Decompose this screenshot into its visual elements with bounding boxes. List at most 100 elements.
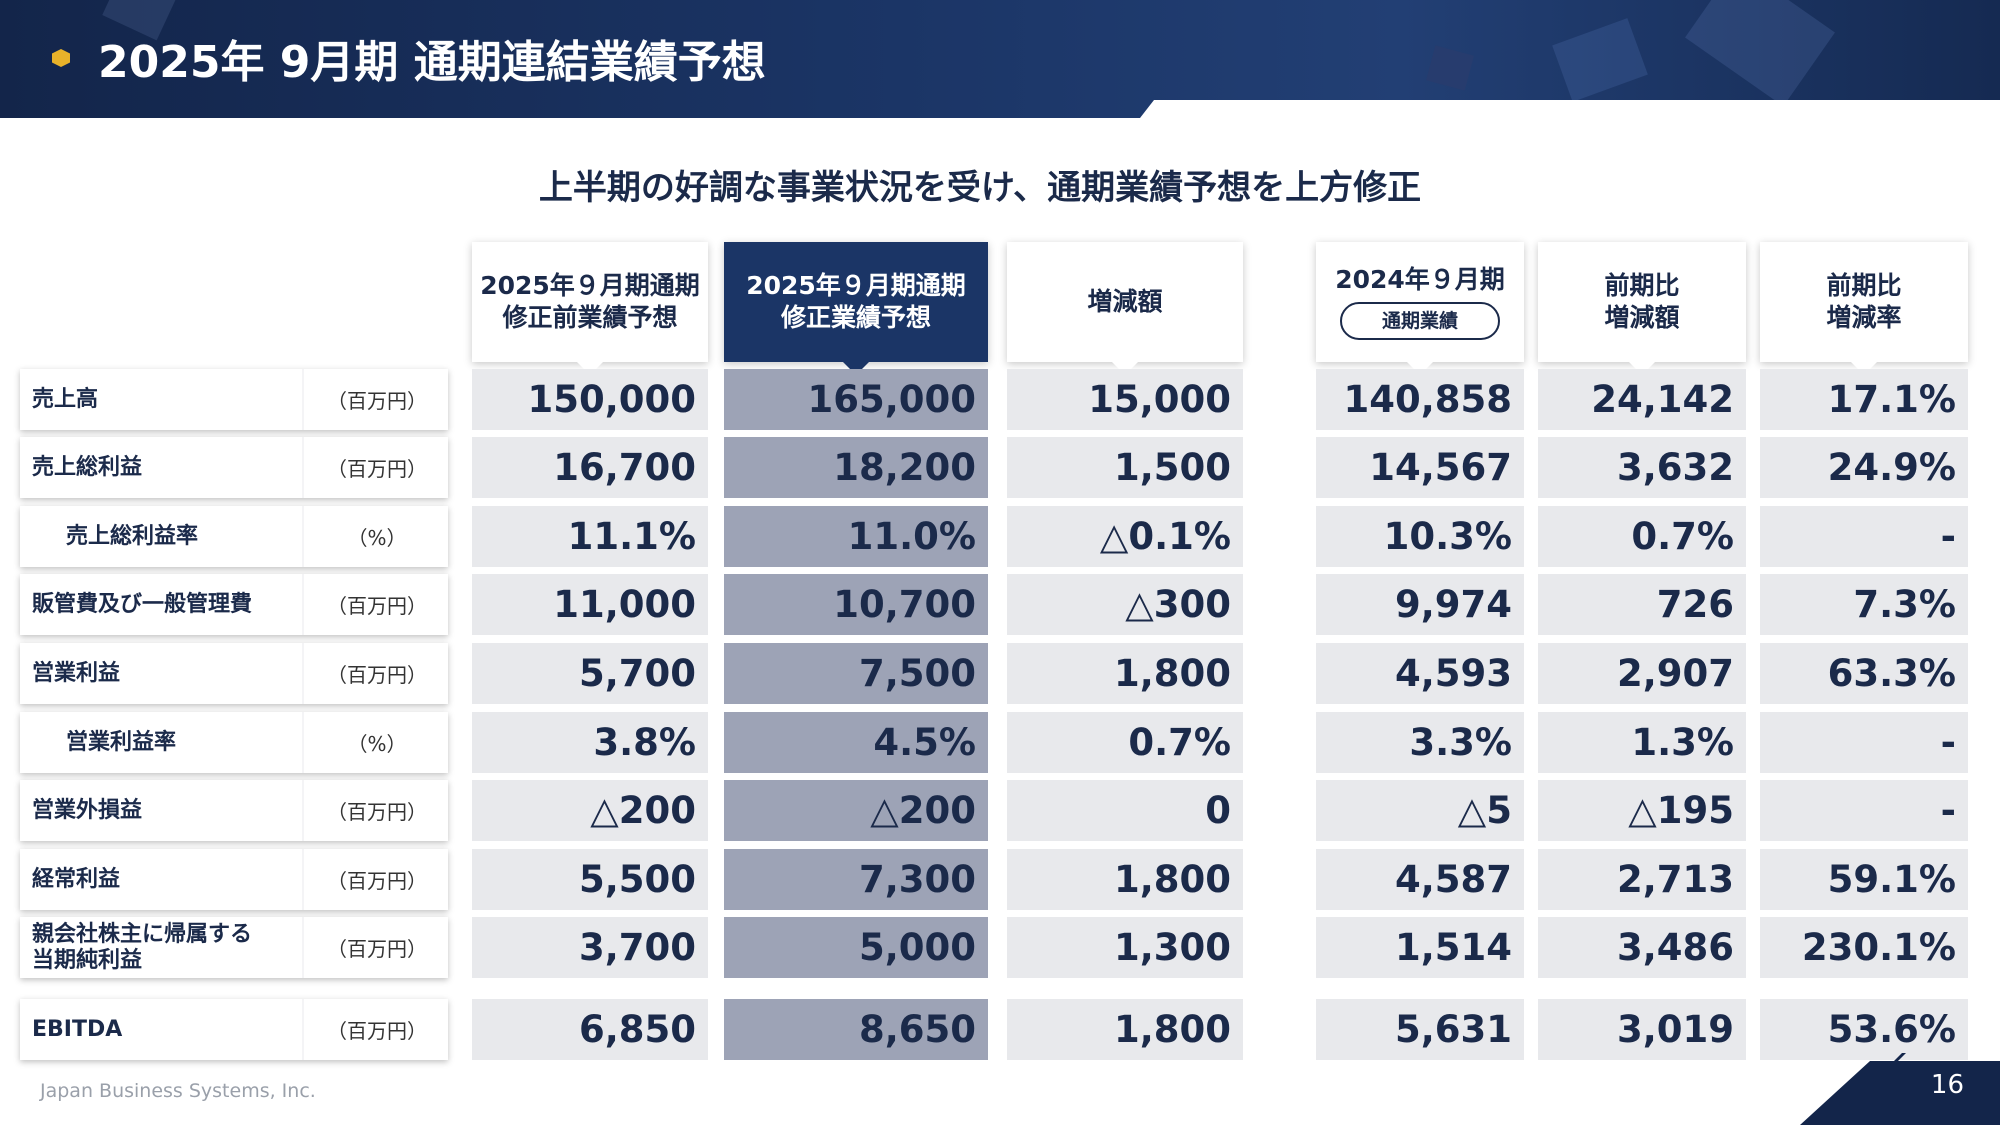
page-number: 16 [1930, 1070, 1964, 1100]
table-cell: 10.3% [1316, 506, 1524, 567]
column-header-line: 前期比 [1826, 271, 1902, 300]
table-cell: 24,142 [1538, 369, 1746, 430]
column-header: 前期比 増減率 [1760, 242, 1968, 375]
row-unit: （%） [302, 506, 450, 567]
table-cell: 24.9% [1760, 437, 1968, 498]
row-unit: （%） [302, 712, 450, 773]
table-cell: - [1760, 780, 1968, 841]
table-cell: 5,631 [1316, 999, 1524, 1060]
row-unit: （百万円） [302, 999, 450, 1060]
table-cell: 1,800 [1007, 643, 1243, 704]
table-cell: 14,567 [1316, 437, 1524, 498]
table-cell: 3,700 [472, 917, 708, 978]
decorative-cube [1426, 45, 1474, 91]
row-label-text: 営業利益 [32, 660, 121, 686]
table-cell: 0.7% [1538, 506, 1746, 567]
table-cell: 9,974 [1316, 574, 1524, 635]
table-cell: 1,514 [1316, 917, 1524, 978]
row-label: 経常利益 （百万円） [20, 849, 448, 910]
table-cell: 7.3% [1760, 574, 1968, 635]
table-cell: 165,000 [724, 369, 988, 430]
table-cell: 11,000 [472, 574, 708, 635]
table-cell: 15,000 [1007, 369, 1243, 430]
row-label: EBITDA （百万円） [20, 999, 448, 1060]
column-header-line: 修正業績予想 [780, 303, 931, 332]
table-cell: 3.3% [1316, 712, 1524, 773]
column-header-line: 前期比 [1604, 271, 1680, 300]
table-cell: 5,500 [472, 849, 708, 910]
table-cell: 150,000 [472, 369, 708, 430]
row-unit: （百万円） [302, 574, 450, 635]
table-cell: 2,713 [1538, 849, 1746, 910]
table-cell: 16,700 [472, 437, 708, 498]
table-cell: 53.6% [1760, 999, 1968, 1060]
table-cell: 10,700 [724, 574, 988, 635]
table-cell: 230.1% [1760, 917, 1968, 978]
table-cell: 0 [1007, 780, 1243, 841]
table-cell: 59.1% [1760, 849, 1968, 910]
page-title: 2025年 9月期 通期連結業績予想 [98, 37, 766, 88]
table-cell: △5 [1316, 780, 1524, 841]
column-header-line: 2024年９月期 [1335, 265, 1505, 294]
row-label-text: 親会社株主に帰属する 当期純利益 [32, 921, 253, 973]
table-cell: △0.1% [1007, 506, 1243, 567]
header-cut-edge [1140, 100, 2000, 118]
table-cell: - [1760, 712, 1968, 773]
row-label-text: 経常利益 [32, 866, 121, 892]
row-label: 営業利益率 （%） [20, 712, 448, 773]
table-cell: 726 [1538, 574, 1746, 635]
table-cell: △200 [472, 780, 708, 841]
corner-decoration [1800, 1061, 2000, 1125]
row-label-text: 売上高 [32, 386, 99, 412]
header-banner: 2025年 9月期 通期連結業績予想 [0, 0, 2000, 118]
row-label-text: 営業利益率 [66, 729, 177, 755]
row-label: 売上総利益率 （%） [20, 506, 448, 567]
table-cell: 2,907 [1538, 643, 1746, 704]
table-cell: 3,019 [1538, 999, 1746, 1060]
table-cell: 4,587 [1316, 849, 1524, 910]
table-cell: 18,200 [724, 437, 988, 498]
table-cell: 1,800 [1007, 849, 1243, 910]
decorative-shard [1685, 0, 1835, 107]
table-cell: 7,500 [724, 643, 988, 704]
row-label-text: 売上総利益率 [66, 523, 199, 549]
row-label: 営業利益 （百万円） [20, 643, 448, 704]
table-cell: 1,800 [1007, 999, 1243, 1060]
table-cell: 1.3% [1538, 712, 1746, 773]
row-unit: （百万円） [302, 643, 450, 704]
table-cell: 7,300 [724, 849, 988, 910]
row-unit: （百万円） [302, 437, 450, 498]
company-name: Japan Business Systems, Inc. [40, 1080, 316, 1102]
row-label-text: 営業外損益 [32, 797, 143, 823]
row-unit: （百万円） [302, 780, 450, 841]
table-cell: 63.3% [1760, 643, 1968, 704]
table-cell: 0.7% [1007, 712, 1243, 773]
column-header-line: 2025年９月期通期 [480, 271, 700, 300]
column-header-line: 増減額 [1087, 287, 1163, 316]
hexagon-bullet-icon [52, 49, 70, 67]
table-cell: 17.1% [1760, 369, 1968, 430]
column-header: 2025年９月期通期 修正業績予想 [724, 242, 988, 375]
row-label-text: 売上総利益 [32, 454, 143, 480]
slide-subtitle: 上半期の好調な事業状況を受け、通期業績予想を上方修正 [538, 168, 1422, 208]
table-cell: 3.8% [472, 712, 708, 773]
table-cell: △300 [1007, 574, 1243, 635]
row-unit: （百万円） [302, 369, 450, 430]
row-label: 売上高 （百万円） [20, 369, 448, 430]
decorative-shard [1552, 18, 1648, 102]
table-cell: 140,858 [1316, 369, 1524, 430]
table-cell: 3,632 [1538, 437, 1746, 498]
column-header: 2024年９月期 通期業績 [1316, 242, 1524, 375]
table-cell: △195 [1538, 780, 1746, 841]
row-label-text: EBITDA [32, 1016, 123, 1042]
table-cell: 6,850 [472, 999, 708, 1060]
table-cell: 5,000 [724, 917, 988, 978]
table-cell: △200 [724, 780, 988, 841]
table-cell: 5,700 [472, 643, 708, 704]
column-header-line: 修正前業績予想 [502, 303, 678, 332]
row-label: 営業外損益 （百万円） [20, 780, 448, 841]
column-header: 増減額 [1007, 242, 1243, 375]
column-header-line: 増減率 [1826, 303, 1902, 332]
column-header-line: 2025年９月期通期 [746, 271, 966, 300]
row-label: 親会社株主に帰属する 当期純利益 （百万円） [20, 917, 448, 978]
